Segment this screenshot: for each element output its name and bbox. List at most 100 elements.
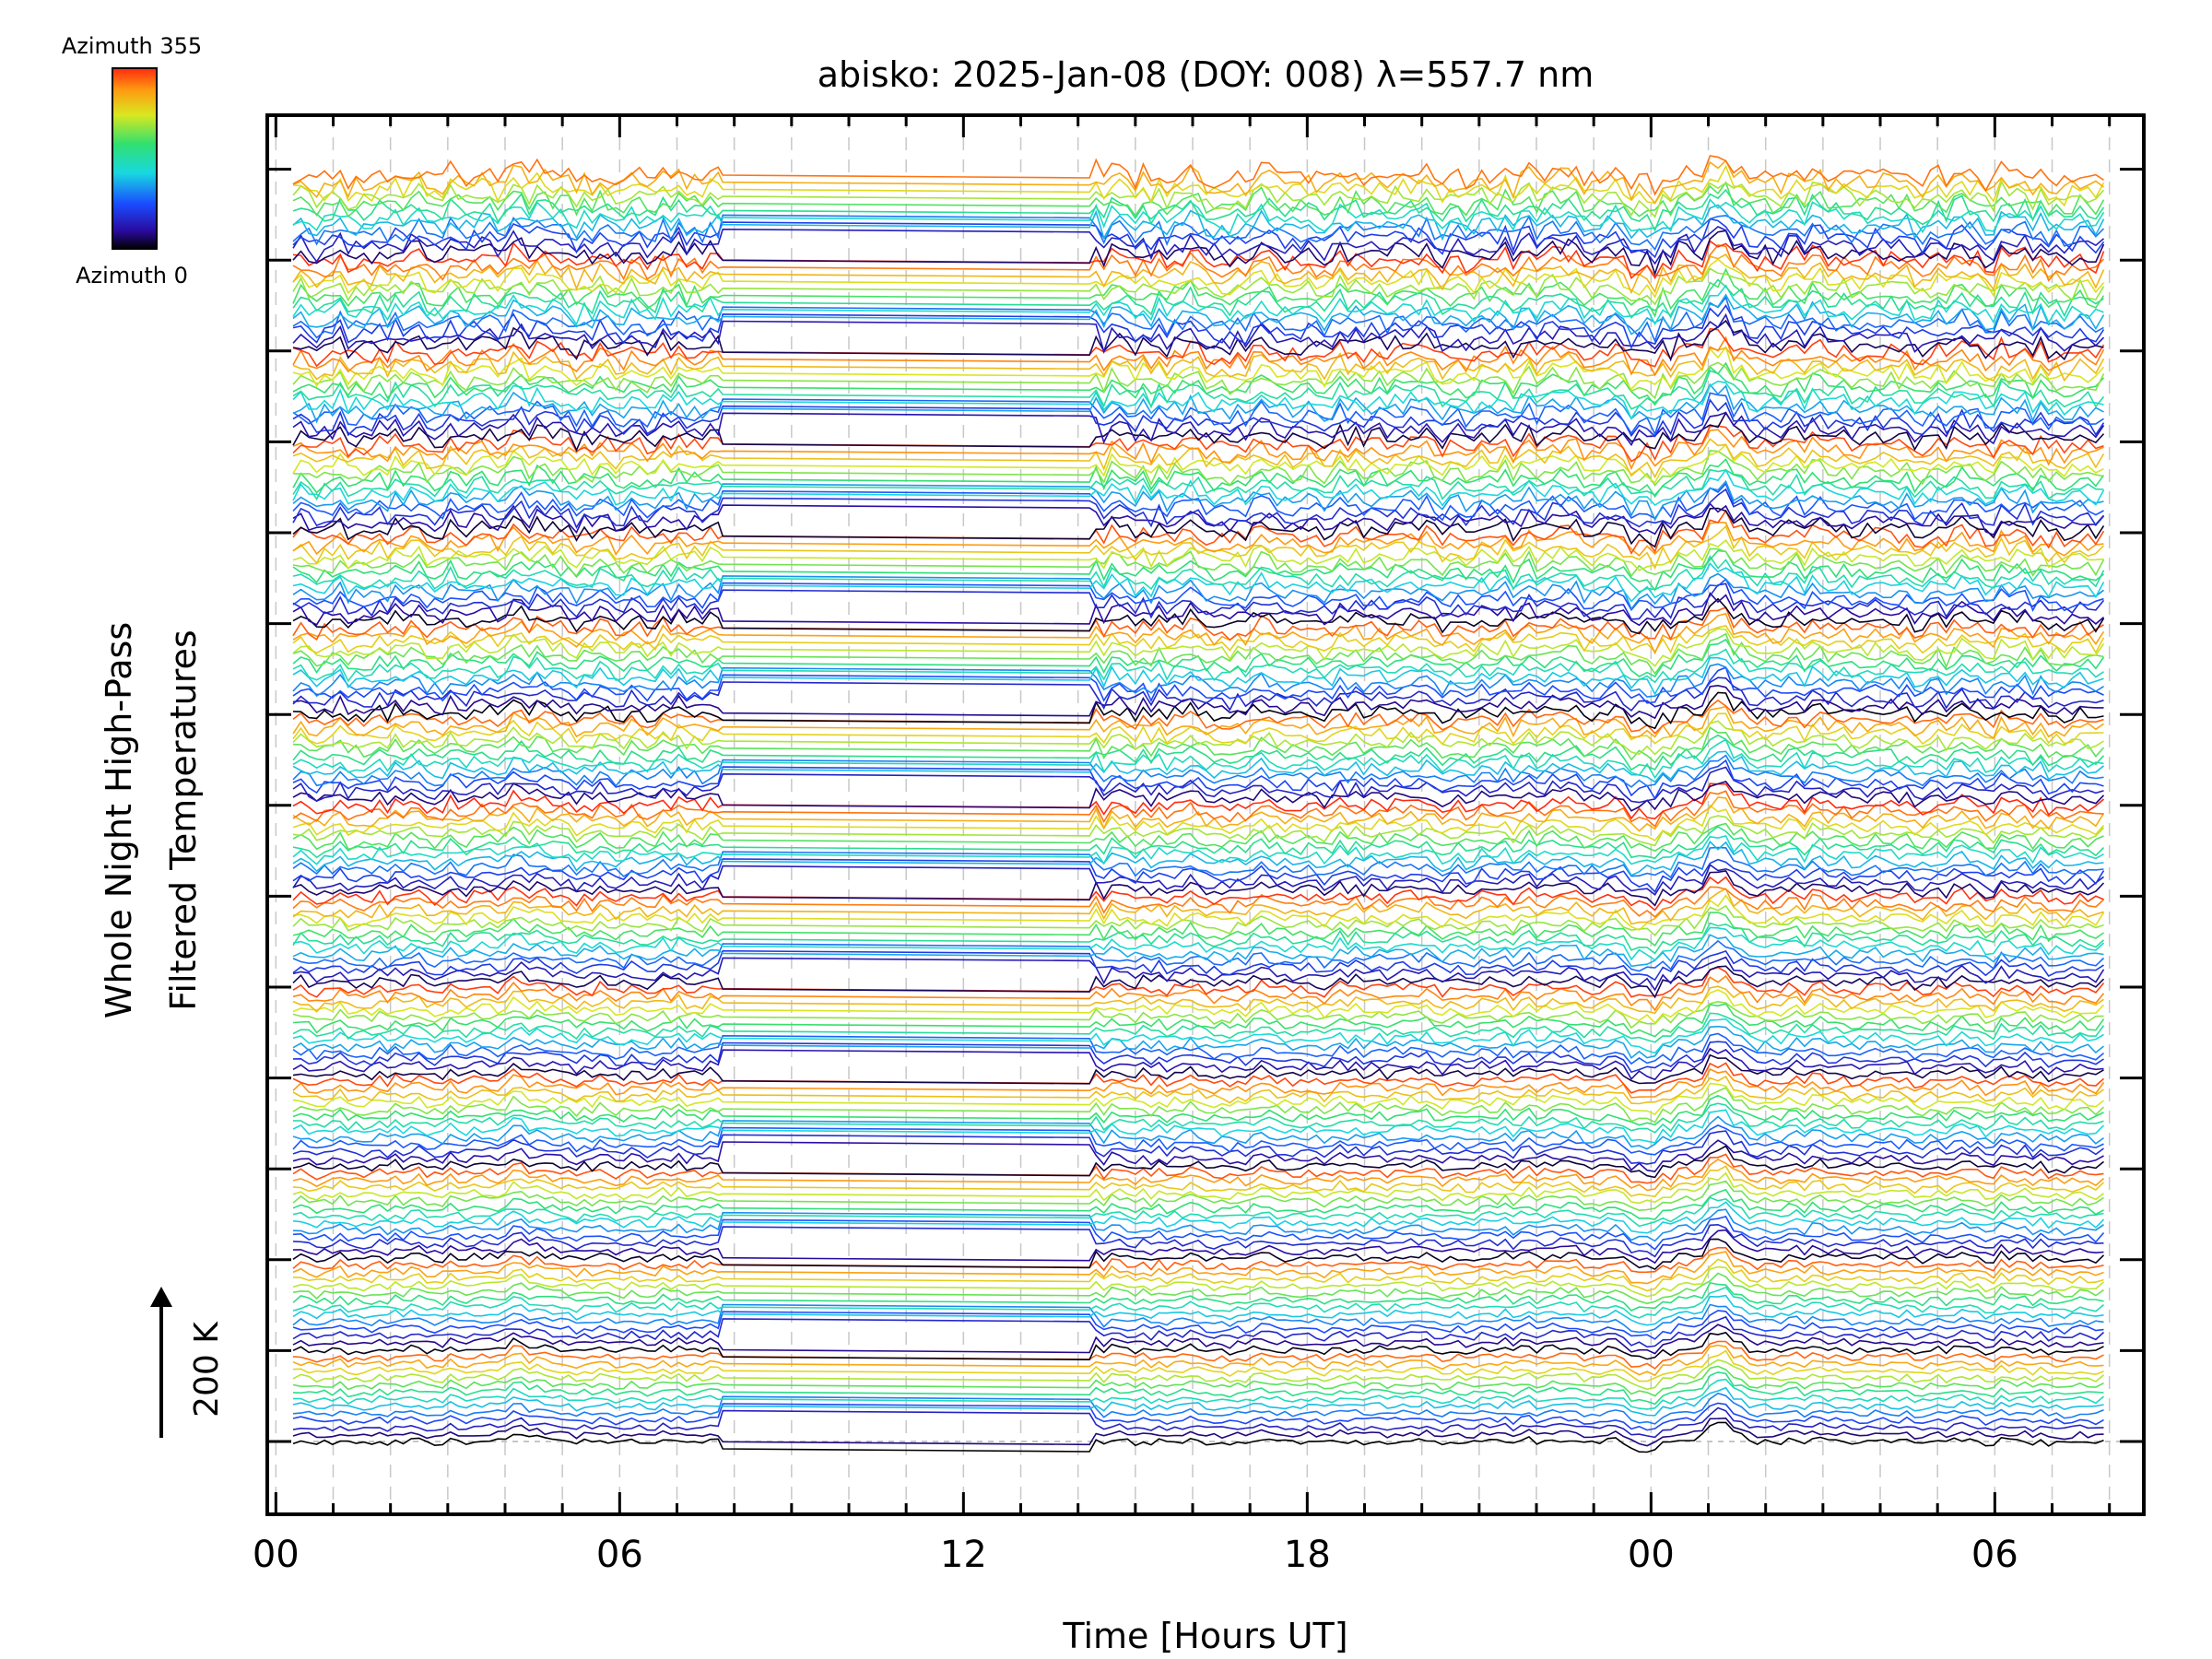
series-line (292, 840, 2104, 877)
y-axis-label-line1: Whole Night High-Pass (99, 622, 139, 1018)
series-line (292, 488, 2105, 529)
series-line (292, 846, 2104, 879)
scale-arrow-head (150, 1287, 172, 1307)
series-line (292, 966, 2105, 998)
series-line (292, 539, 2104, 571)
series-line (292, 319, 2104, 362)
series-line (292, 1068, 2105, 1099)
series-line (292, 1359, 2105, 1391)
series-line (292, 815, 2105, 847)
series-line (292, 507, 2105, 548)
series-line (292, 1188, 2104, 1220)
series-line (292, 1130, 2104, 1165)
series-line (292, 1402, 2104, 1431)
x-axis-label: Time [Hours UT] (1062, 1616, 1347, 1656)
series-line (292, 438, 2105, 479)
series-line (292, 1229, 2104, 1265)
series-line (292, 1109, 2105, 1144)
series-line (292, 293, 2105, 335)
series-line (292, 1041, 2104, 1074)
x-tick-label: 00 (253, 1534, 300, 1576)
series-line (292, 468, 2104, 500)
series-line (292, 258, 2105, 299)
series-line (292, 502, 2105, 536)
series-line (292, 1286, 2105, 1319)
series-line (292, 225, 2105, 265)
series-line (292, 159, 2104, 205)
series-line (292, 888, 2104, 925)
series-line (292, 1208, 2104, 1242)
series-line (292, 361, 2105, 406)
series-line (292, 1158, 2105, 1192)
series-line (292, 345, 2105, 391)
series-line (292, 1371, 2104, 1406)
series-line (292, 934, 2104, 968)
series-line (292, 229, 2105, 276)
series-line (292, 392, 2104, 437)
series-line (292, 312, 2105, 355)
series-line (292, 482, 2104, 522)
series-line (292, 822, 2104, 853)
series-line (292, 750, 2105, 783)
series-line (292, 864, 2104, 896)
series-line (292, 572, 2104, 611)
series-line (292, 726, 2105, 764)
series-line (292, 1344, 2104, 1377)
colorbar-bottom-label: Azimuth 0 (76, 263, 188, 288)
series-line (292, 939, 2105, 972)
series-line (292, 922, 2105, 955)
series-line (292, 766, 2104, 804)
x-tick-labels: 00 06 12 18 00 06 (253, 1534, 2018, 1576)
series-line (292, 198, 2105, 235)
series-line (292, 524, 2105, 571)
series-line (292, 886, 2105, 918)
series-line (292, 912, 2104, 947)
series-line (292, 1258, 2104, 1292)
series-line (292, 1003, 2105, 1038)
series-line (292, 1047, 2104, 1081)
series-line (292, 443, 2104, 484)
series-line (292, 370, 2105, 410)
x-tick-label: 12 (940, 1534, 987, 1576)
colorbar-top-label: Azimuth 355 (62, 33, 202, 59)
series-line (292, 1349, 2104, 1382)
x-tick-label: 00 (1628, 1534, 1675, 1576)
series-line (292, 253, 2105, 295)
series-line (292, 578, 2104, 612)
series-line (292, 296, 2104, 344)
series-line (292, 181, 2105, 218)
series-line (292, 1294, 2104, 1326)
series-line (292, 648, 2104, 684)
series-line (292, 759, 2104, 801)
series-line (292, 1102, 2104, 1134)
series-line (292, 780, 2105, 812)
series-line (292, 926, 2105, 961)
series-line (292, 562, 2105, 603)
series-line (292, 1139, 2104, 1172)
series-line (292, 335, 2105, 377)
series-line (292, 218, 2105, 259)
series-line (292, 1032, 2105, 1065)
series-line (292, 705, 2104, 739)
series-line (292, 1153, 2104, 1184)
series-line (292, 858, 2105, 893)
series-line (292, 284, 2104, 326)
series-line (292, 425, 2104, 463)
series-line (292, 1000, 2104, 1030)
series-line (292, 1340, 2104, 1370)
y-axis-label-line2: Filtered Temperatures (163, 629, 204, 1010)
series-line (292, 699, 2104, 735)
series-line (292, 398, 2105, 438)
series-line (292, 870, 2105, 907)
series-line (292, 1025, 2105, 1060)
series-line (292, 155, 2104, 196)
series-line (292, 1086, 2105, 1124)
series-line (292, 1076, 2104, 1105)
series-line (292, 1324, 2104, 1355)
series-line (292, 1331, 2104, 1361)
series-line (292, 327, 2105, 368)
series-line (292, 666, 2104, 704)
series-line (292, 1265, 2105, 1298)
series-line (292, 1012, 2105, 1043)
series-line (292, 1378, 2105, 1410)
